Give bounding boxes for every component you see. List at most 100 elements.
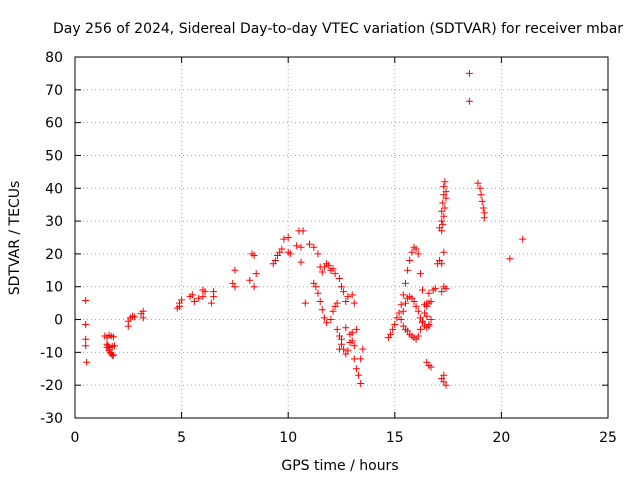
data-point: [252, 270, 260, 278]
x-axis-title: GPS time / hours: [281, 458, 398, 474]
data-point: [231, 283, 239, 291]
data-point: [440, 212, 448, 220]
data-point: [397, 301, 405, 309]
data-point: [442, 284, 450, 292]
data-point: [284, 234, 292, 241]
data-point: [414, 250, 422, 258]
y-tick-label: 10: [45, 280, 63, 296]
data-point: [438, 207, 446, 215]
data-point: [327, 316, 335, 323]
data-point: [207, 299, 215, 307]
y-tick-label: -30: [40, 411, 63, 427]
data-point: [442, 188, 450, 196]
y-tick-label: -20: [40, 378, 63, 394]
data-point: [320, 314, 328, 322]
data-point: [410, 298, 418, 305]
data-point: [231, 266, 239, 274]
data-point: [188, 291, 196, 299]
y-tick-label: 30: [45, 214, 63, 230]
data-point: [246, 276, 254, 284]
data-point: [82, 342, 90, 350]
data-point: [465, 69, 473, 77]
data-point: [427, 363, 435, 371]
data-point: [333, 325, 341, 333]
grid: [75, 57, 608, 418]
data-point: [250, 252, 258, 259]
y-tick-label: -10: [40, 345, 63, 361]
data-point: [109, 333, 117, 341]
data-point: [350, 342, 358, 350]
x-tick-label: 20: [492, 430, 510, 446]
data-point: [108, 352, 116, 360]
data-point: [314, 250, 322, 258]
data-point: [419, 286, 426, 294]
data-point: [425, 289, 433, 297]
data-point: [352, 325, 360, 333]
x-tick-label: 25: [599, 430, 617, 446]
data-point: [178, 296, 186, 304]
data-point: [318, 306, 326, 314]
data-point: [344, 347, 352, 355]
data-point: [338, 283, 345, 291]
y-axis-title: SDTVAR / TECUs: [7, 181, 23, 296]
data-points: [82, 69, 527, 389]
data-point: [438, 217, 446, 225]
data-point: [465, 97, 473, 105]
data-point: [519, 235, 527, 243]
data-point: [421, 309, 429, 317]
data-point: [83, 358, 91, 366]
data-point: [139, 314, 147, 322]
data-point: [331, 270, 339, 278]
data-point: [271, 257, 279, 264]
data-point: [393, 314, 401, 322]
data-point: [404, 266, 412, 274]
data-point: [441, 204, 449, 212]
data-point: [210, 288, 218, 296]
data-point: [301, 299, 309, 307]
y-tick-label: 80: [45, 50, 63, 66]
data-point: [82, 335, 90, 343]
x-tick-label: 15: [386, 430, 404, 446]
data-point: [201, 288, 209, 296]
data-point: [357, 380, 365, 387]
data-point: [474, 179, 482, 187]
data-point: [340, 288, 348, 296]
data-point: [139, 307, 147, 315]
data-point: [442, 381, 450, 389]
data-point: [346, 330, 354, 338]
y-tick-label: 60: [45, 116, 63, 132]
x-tick-label: 0: [71, 430, 80, 446]
data-point: [412, 302, 420, 310]
y-tick-label: 40: [45, 181, 63, 197]
data-point: [357, 355, 365, 363]
data-point: [335, 345, 343, 353]
data-point: [397, 316, 405, 323]
data-point: [438, 227, 446, 235]
data-point: [131, 313, 139, 321]
data-point: [441, 178, 449, 186]
data-point: [350, 299, 358, 307]
data-point: [416, 314, 424, 322]
data-point: [297, 243, 305, 251]
data-point: [389, 325, 397, 333]
data-point: [439, 199, 447, 207]
chart-title: Day 256 of 2024, Sidereal Day-to-day VTE…: [53, 21, 623, 37]
data-point: [82, 297, 90, 304]
data-point: [323, 319, 331, 327]
data-point: [427, 316, 435, 323]
x-tick-label: 5: [177, 430, 186, 446]
data-point: [412, 245, 420, 253]
data-point: [278, 245, 286, 253]
data-point: [478, 197, 486, 205]
data-point: [348, 337, 356, 345]
data-point: [297, 258, 305, 266]
data-point: [416, 325, 424, 333]
data-point: [195, 294, 203, 302]
y-axis-tick-labels: -30 -20 -10 0 10 20 30 40 50 60 70 80: [40, 50, 63, 427]
data-point: [359, 345, 367, 353]
data-point: [479, 204, 487, 212]
data-point: [427, 298, 435, 305]
data-point: [399, 291, 407, 299]
data-point: [348, 291, 356, 299]
data-point: [280, 235, 288, 243]
